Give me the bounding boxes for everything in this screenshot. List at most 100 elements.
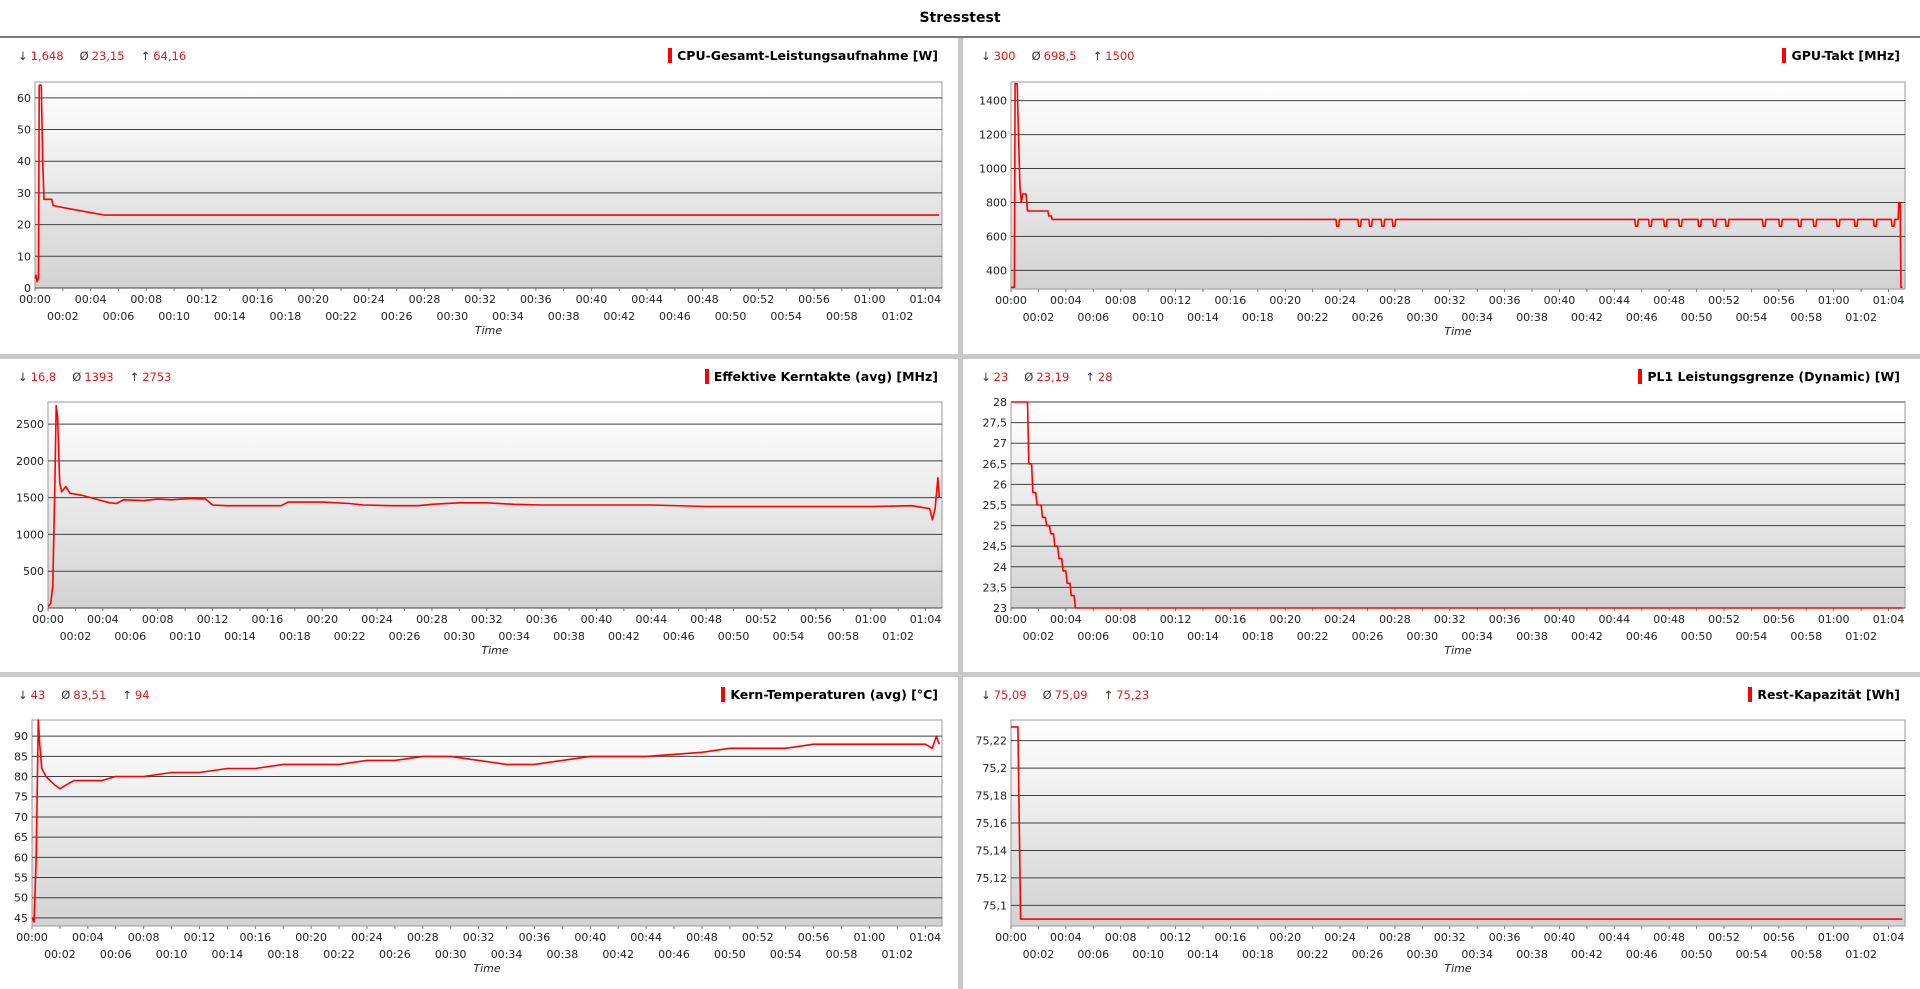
y-tick-label: 30 bbox=[17, 187, 31, 200]
chart-svg: 75,1 75,12 75,14 75,16 75,18 75,2 75,22 00:00 00… bbox=[976, 719, 1906, 975]
x-tick-label: 00:14 bbox=[224, 630, 256, 643]
stat-max-symbol: ↑ bbox=[122, 688, 132, 702]
series-line bbox=[34, 84, 940, 283]
x-tick-label: 00:32 bbox=[463, 931, 495, 944]
x-tick-label: 00:06 bbox=[1077, 948, 1109, 961]
x-tick-label: 00:44 bbox=[1598, 931, 1630, 944]
chart-svg: 0 500 1000 1500 2000 2500 00:00 00:02 00:04 00:06… bbox=[16, 401, 943, 657]
x-tick-label: 00:48 bbox=[687, 293, 719, 306]
stat-min: ↓ 23 bbox=[981, 370, 1008, 384]
x-tick-label: 00:32 bbox=[471, 613, 503, 626]
x-tick-label: 00:20 bbox=[1269, 613, 1301, 626]
x-tick-label: 00:40 bbox=[1544, 294, 1576, 307]
x-tick-label: 01:00 bbox=[1818, 931, 1850, 944]
x-tick-label: 00:52 bbox=[1708, 931, 1740, 944]
x-tick-label: 00:14 bbox=[1187, 630, 1219, 643]
x-tick-label: 00:44 bbox=[635, 613, 667, 626]
x-tick-label: 00:44 bbox=[630, 931, 662, 944]
x-tick-label: 01:04 bbox=[1873, 294, 1905, 307]
stat-min-value: 75,09 bbox=[993, 688, 1027, 702]
x-tick-label: 00:26 bbox=[1352, 311, 1384, 324]
x-tick-label: 00:38 bbox=[1516, 311, 1548, 324]
stat-max-value: 94 bbox=[134, 688, 150, 702]
stat-max-symbol: ↑ bbox=[140, 49, 151, 63]
y-tick-label: 1500 bbox=[16, 492, 44, 505]
x-axis-label: Time bbox=[475, 324, 502, 337]
y-tick-label: 10 bbox=[17, 250, 31, 263]
x-tick-label: 00:28 bbox=[1379, 613, 1411, 626]
legend-swatch bbox=[668, 48, 673, 63]
x-tick-label: 01:04 bbox=[1873, 931, 1905, 944]
x-tick-label: 00:10 bbox=[158, 310, 190, 323]
x-tick-label: 00:56 bbox=[1763, 294, 1795, 307]
x-tick-label: 00:12 bbox=[186, 293, 218, 306]
x-tick-label: 00:20 bbox=[1269, 931, 1301, 944]
x-tick-label: 00:16 bbox=[1215, 931, 1247, 944]
x-tick-label: 00:02 bbox=[47, 310, 79, 323]
x-tick-label: 01:04 bbox=[910, 613, 942, 626]
y-tick-label: 26 bbox=[993, 478, 1007, 491]
x-tick-label: 00:28 bbox=[409, 293, 441, 306]
x-tick-label: 00:04 bbox=[1050, 613, 1082, 626]
x-tick-label: 00:38 bbox=[553, 630, 585, 643]
x-tick-label: 00:02 bbox=[1023, 630, 1055, 643]
x-tick-label: 00:18 bbox=[1242, 311, 1274, 324]
x-tick-label: 00:50 bbox=[1681, 948, 1713, 961]
x-tick-label: 00:38 bbox=[1516, 630, 1548, 643]
x-axis-label: Time bbox=[473, 962, 500, 975]
y-tick-label: 55 bbox=[14, 872, 28, 885]
x-tick-label: 00:42 bbox=[608, 630, 640, 643]
x-tick-label: 00:22 bbox=[334, 630, 366, 643]
x-tick-label: 00:08 bbox=[1105, 294, 1137, 307]
legend-swatch bbox=[704, 369, 709, 384]
x-tick-label: 00:04 bbox=[87, 613, 119, 626]
chart-panel: ↓ 75,09 Ø 75,09 ↑ 75,23 Rest-Kapazität [Wh] 75,… bbox=[963, 677, 1920, 989]
x-tick-label: 00:26 bbox=[1352, 630, 1384, 643]
stats-row: ↓ 300 Ø 698,5 ↑ 1500 bbox=[981, 49, 1151, 63]
x-tick-label: 00:48 bbox=[1653, 294, 1685, 307]
x-tick-label: 00:00 bbox=[19, 293, 51, 306]
chart-title: Effektive Kerntakte (avg) [MHz] bbox=[704, 369, 938, 384]
stat-avg-symbol: Ø bbox=[1031, 49, 1041, 63]
x-tick-label: 01:04 bbox=[1873, 613, 1905, 626]
x-tick-label: 01:02 bbox=[881, 948, 913, 961]
y-tick-label: 70 bbox=[14, 811, 28, 824]
x-tick-label: 00:22 bbox=[325, 310, 357, 323]
x-tick-label: 00:34 bbox=[491, 948, 523, 961]
x-tick-label: 00:50 bbox=[714, 948, 746, 961]
x-tick-label: 00:10 bbox=[169, 630, 201, 643]
x-tick-label: 00:32 bbox=[1434, 294, 1466, 307]
x-tick-label: 00:06 bbox=[100, 948, 132, 961]
stat-max-symbol: ↑ bbox=[129, 370, 140, 384]
x-tick-label: 01:02 bbox=[1845, 948, 1877, 961]
x-tick-label: 00:58 bbox=[1790, 630, 1822, 643]
x-tick-label: 00:08 bbox=[130, 293, 162, 306]
x-tick-label: 00:32 bbox=[1434, 613, 1466, 626]
x-tick-label: 00:46 bbox=[663, 630, 695, 643]
stat-avg-value: 75,09 bbox=[1054, 688, 1088, 702]
stat-avg-symbol: Ø bbox=[72, 370, 82, 384]
x-tick-label: 00:20 bbox=[1269, 294, 1301, 307]
stat-avg: Ø 23,19 bbox=[1024, 370, 1069, 384]
y-tick-label: 0 bbox=[37, 602, 44, 615]
x-tick-label: 00:12 bbox=[197, 613, 229, 626]
stat-min: ↓ 300 bbox=[981, 49, 1016, 63]
x-tick-label: 00:34 bbox=[1461, 948, 1493, 961]
x-tick-label: 00:02 bbox=[60, 630, 92, 643]
x-tick-label: 00:08 bbox=[1105, 931, 1137, 944]
chart-title: Rest-Kapazität [Wh] bbox=[1748, 687, 1900, 702]
x-tick-label: 00:30 bbox=[1406, 630, 1438, 643]
y-tick-label: 75,18 bbox=[976, 790, 1008, 803]
chart-title-text: PL1 Leistungsgrenze (Dynamic) [W] bbox=[1647, 369, 1900, 384]
stat-avg-value: 23,15 bbox=[91, 49, 125, 63]
chart-title: PL1 Leistungsgrenze (Dynamic) [W] bbox=[1638, 369, 1900, 384]
stat-max-value: 2753 bbox=[142, 370, 172, 384]
stat-min-symbol: ↓ bbox=[981, 49, 991, 63]
x-tick-label: 00:12 bbox=[184, 931, 216, 944]
x-tick-label: 00:48 bbox=[1653, 931, 1685, 944]
x-tick-label: 01:00 bbox=[855, 613, 887, 626]
y-tick-label: 50 bbox=[14, 892, 28, 905]
chart-svg: 45 50 55 60 65 70 75 80 85 90 00:00 00:02 00:04 00:06… bbox=[14, 719, 943, 975]
x-tick-label: 00:18 bbox=[267, 948, 299, 961]
stat-avg: Ø 75,09 bbox=[1043, 688, 1088, 702]
